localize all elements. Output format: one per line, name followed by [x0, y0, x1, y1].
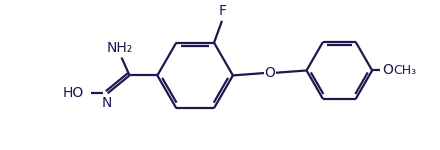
Text: F: F [219, 4, 227, 18]
Text: O: O [264, 66, 275, 80]
Text: N: N [102, 96, 112, 110]
Text: O: O [382, 63, 393, 77]
Text: CH₃: CH₃ [393, 64, 416, 77]
Text: HO: HO [62, 86, 84, 100]
Text: NH₂: NH₂ [106, 40, 133, 55]
